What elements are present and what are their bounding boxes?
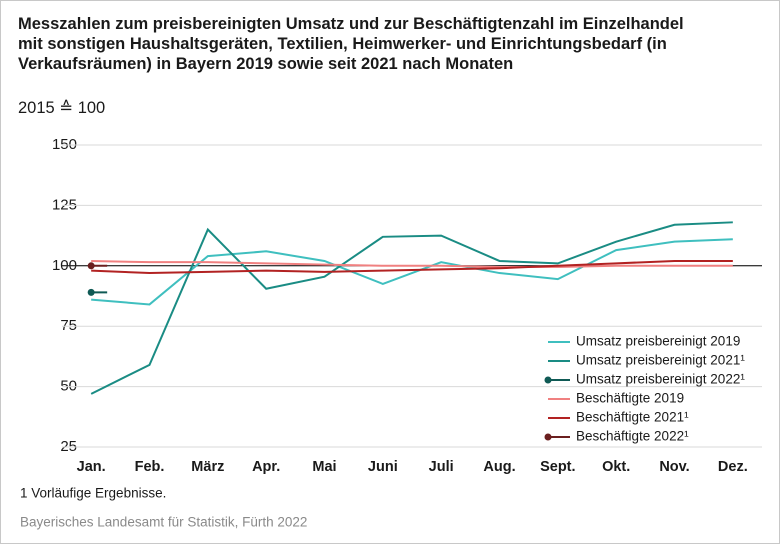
- y-tick-label: 75: [60, 317, 77, 334]
- series-line: [91, 238, 733, 306]
- x-tick-label: Juni: [368, 459, 398, 475]
- x-tick-label: Mai: [312, 459, 336, 475]
- chart-subtitle: 2015 ≙ 100: [18, 99, 106, 117]
- legend-label: Umsatz preisbereinigt 2019: [576, 334, 740, 349]
- legend-marker: [544, 433, 552, 441]
- series-line: [91, 259, 733, 269]
- x-tick-label: Jan.: [77, 459, 106, 475]
- x-tick-label: März: [191, 459, 224, 475]
- x-tick-label: Dez.: [718, 459, 748, 475]
- x-tick-label: Okt.: [602, 459, 630, 475]
- legend-label: Umsatz preisbereinigt 2021¹: [576, 353, 745, 368]
- y-tick-label: 25: [60, 438, 77, 455]
- series-point: [87, 262, 95, 270]
- chart-title: Messzahlen zum preisbereinigten Umsatz u…: [18, 15, 684, 73]
- legend-marker: [544, 376, 552, 384]
- x-tick-label: Juli: [429, 459, 454, 475]
- y-tick-label: 100: [52, 257, 77, 274]
- legend-label: Beschäftigte 2019: [576, 391, 684, 406]
- legend-label: Umsatz preisbereinigt 2022¹: [576, 372, 745, 387]
- footnote: 1 Vorläufige Ergebnisse.: [20, 486, 166, 501]
- series-line: [91, 259, 733, 275]
- y-tick-label: 150: [52, 136, 77, 153]
- x-tick-label: Sept.: [540, 459, 575, 475]
- x-tick-label: Aug.: [483, 459, 515, 475]
- legend-label: Beschäftigte 2021¹: [576, 410, 689, 425]
- x-tick-label: Feb.: [135, 459, 165, 475]
- y-tick-label: 50: [60, 378, 77, 395]
- y-tick-label: 125: [52, 196, 77, 213]
- series-line: [90, 221, 733, 395]
- series-point: [87, 288, 95, 296]
- legend-label: Beschäftigte 2022¹: [576, 429, 689, 444]
- source: Bayerisches Landesamt für Statistik, Für…: [20, 515, 307, 530]
- x-tick-label: Nov.: [659, 459, 689, 475]
- x-tick-label: Apr.: [252, 459, 280, 475]
